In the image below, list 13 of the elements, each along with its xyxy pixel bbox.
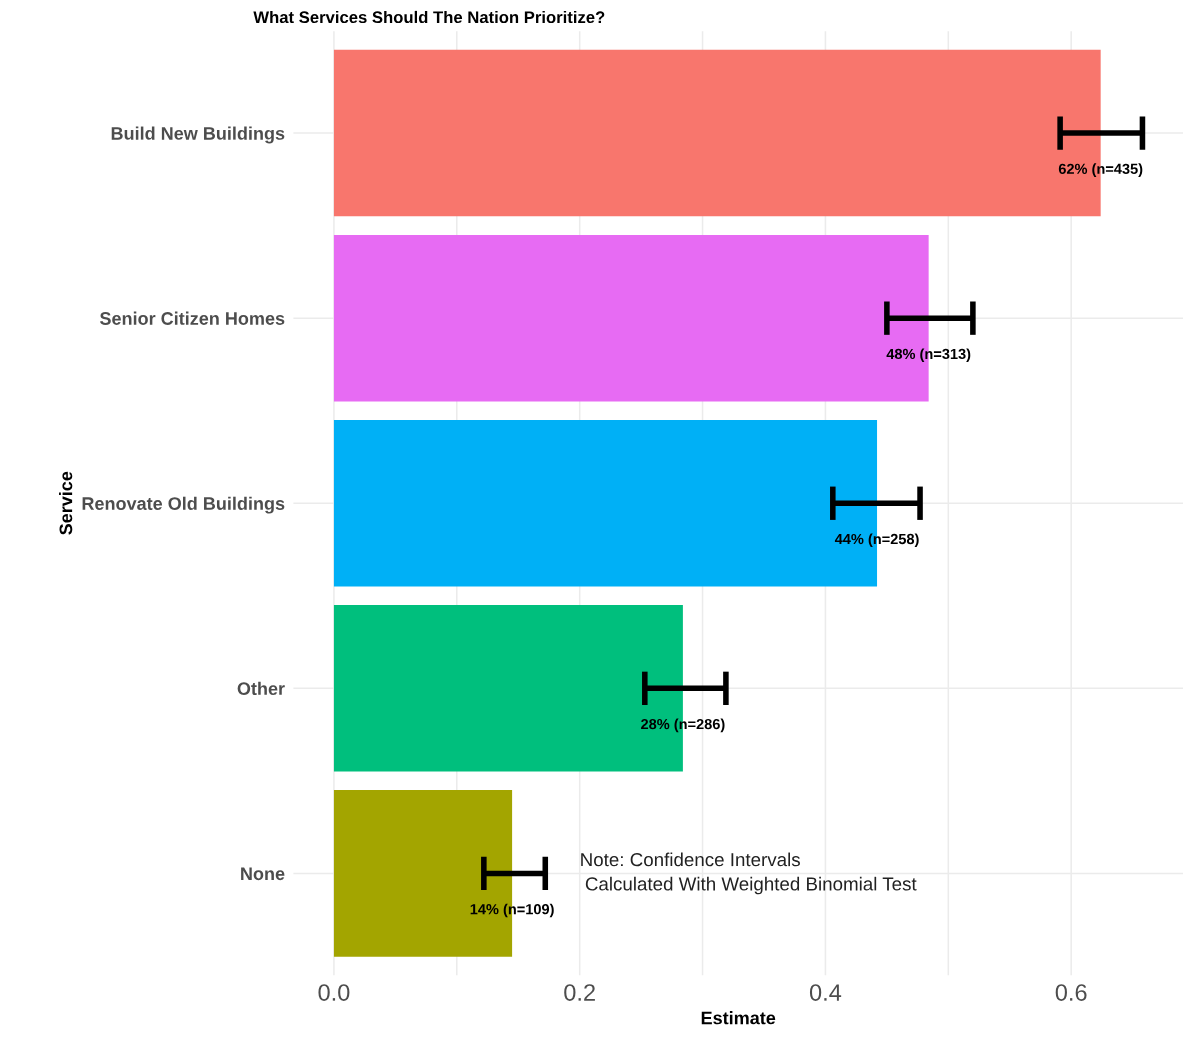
y-tick-label: Senior Citizen Homes — [99, 311, 285, 325]
x-tick-label: 0.6 — [1055, 984, 1087, 1001]
x-axis-title: Estimate — [701, 1011, 776, 1025]
y-tick-label: Other — [237, 681, 285, 696]
y-tick-label: Renovate Old Buildings — [82, 496, 285, 514]
annotation: Note: Confidence Intervals Calculated With Weighted Binomial Test — [581, 852, 917, 895]
y-tick-label: Build New Buildings — [111, 126, 285, 144]
y-axis-title: Service — [59, 471, 73, 535]
x-tick-label: 0.2 — [564, 984, 595, 1001]
x-tick-label: 0.4 — [809, 984, 842, 1001]
y-tick-label: None — [241, 867, 285, 881]
chart-title: What Services Should The Nation Prioritize? — [253, 10, 605, 24]
x-tick-label: 0.0 — [318, 984, 350, 1001]
